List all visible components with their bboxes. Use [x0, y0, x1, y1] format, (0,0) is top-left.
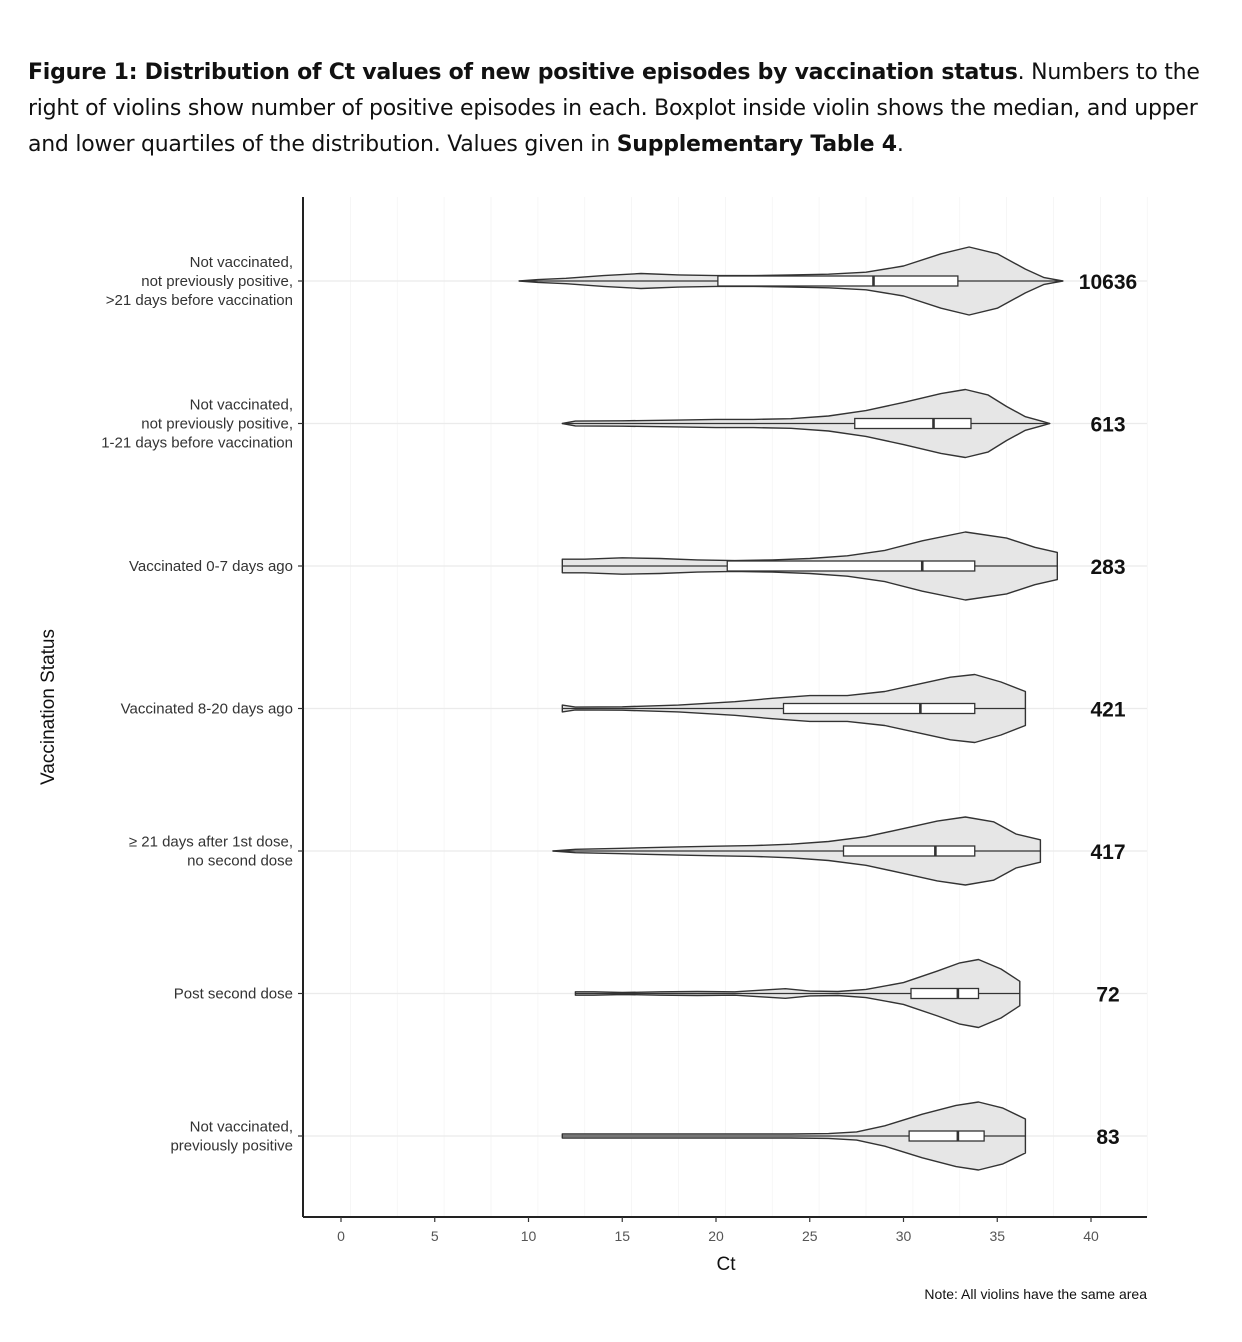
x-tick-label: 0: [337, 1228, 345, 1244]
table-reference: Supplementary Table 4: [616, 132, 897, 157]
box-iqr: [726, 560, 976, 572]
category-label: Vaccinated 0-7 days ago: [129, 558, 293, 575]
x-tick-label: 20: [708, 1228, 724, 1244]
category-label: Post second dose: [174, 986, 293, 1003]
x-tick-label: 10: [521, 1228, 537, 1244]
category-label: not previously positive,: [141, 273, 293, 290]
caption-end: .: [896, 132, 904, 157]
x-axis-title: Ct: [717, 1254, 737, 1275]
x-tick-label: 40: [1083, 1228, 1099, 1244]
y-axis-title: Vaccination Status: [38, 629, 59, 785]
x-tick-label: 30: [896, 1228, 912, 1244]
figure-label: Figure 1: Distribution of Ct values of n…: [28, 60, 1018, 85]
caption-text: . Numbers to the right of violins show n…: [28, 60, 1200, 157]
x-tick-label: 25: [802, 1228, 818, 1244]
box-iqr: [910, 987, 980, 1000]
count-label: 72: [1096, 984, 1119, 1007]
category-label: ≥ 21 days after 1st dose,: [129, 834, 293, 851]
category-label: >21 days before vaccination: [106, 292, 293, 309]
axes: [302, 197, 1147, 1218]
x-tick-labels: 0 5 10 15 20 25 30 35 40: [337, 1217, 1099, 1244]
count-label: 83: [1096, 1126, 1119, 1149]
box-iqr: [717, 275, 959, 287]
category-label: 1-21 days before vaccination: [101, 435, 293, 452]
category-label: Not vaccinated,: [190, 254, 293, 271]
category-label: Not vaccinated,: [190, 1119, 293, 1136]
figure-caption: Figure 1: Distribution of Ct values of n…: [28, 55, 1208, 163]
x-tick-label: 35: [989, 1228, 1005, 1244]
box-iqr: [842, 845, 976, 857]
x-tick-label: 15: [614, 1228, 630, 1244]
box-iqr: [782, 702, 976, 715]
count-label: 417: [1090, 841, 1125, 864]
category-label: previously positive: [170, 1138, 293, 1155]
count-labels: 10636 613 283 421 417 72 83: [1079, 271, 1137, 1149]
category-label: no second dose: [187, 853, 293, 870]
category-labels: Not vaccinated, not previously positive, >…: [101, 254, 303, 1155]
count-label: 10636: [1079, 271, 1137, 294]
category-label: not previously positive,: [141, 416, 293, 433]
count-label: 613: [1090, 414, 1125, 437]
category-label: Vaccinated 8-20 days ago: [121, 701, 293, 718]
box-iqr: [908, 1130, 985, 1142]
category-label: Not vaccinated,: [190, 397, 293, 414]
count-label: 283: [1090, 556, 1125, 579]
box-iqr: [854, 417, 972, 430]
count-label: 421: [1090, 699, 1125, 722]
area-note: Note: All violins have the same area: [924, 1286, 1147, 1302]
violins: [518, 246, 1064, 1171]
x-tick-label: 5: [431, 1228, 439, 1244]
